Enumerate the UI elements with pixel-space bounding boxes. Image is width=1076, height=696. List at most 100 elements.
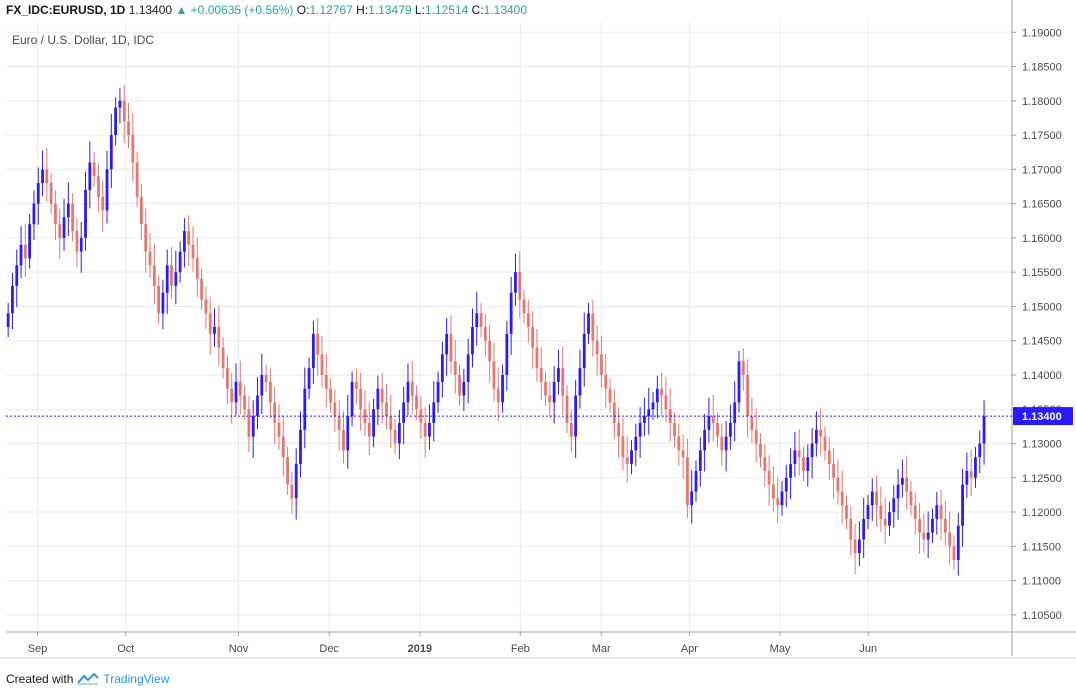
candle-body (483, 327, 487, 341)
candle-body (479, 313, 483, 327)
candle-body (535, 347, 539, 369)
candle-body (763, 457, 767, 471)
candle-body (144, 224, 148, 252)
candle-body (677, 436, 681, 451)
candle-body (664, 395, 668, 410)
candle-body (204, 299, 208, 314)
candle-body (888, 512, 891, 526)
candle-body (54, 203, 57, 225)
candle-body (746, 374, 749, 417)
candle-body (849, 518, 853, 540)
candle-body (140, 196, 143, 225)
candle-body (793, 450, 797, 465)
x-tick-label: Feb (511, 643, 530, 655)
candle-body (354, 381, 358, 389)
axes: 1.10500 1.11000 1.11500 1.12000 1.12500 1.130… (0, 0, 1076, 659)
candle-body (410, 381, 414, 396)
candle-body (453, 361, 457, 375)
y-tick-label: 1.15000 (1022, 301, 1062, 313)
candle-body (294, 464, 298, 499)
candle-body (187, 231, 191, 245)
candle-body (814, 429, 818, 444)
candle-body (75, 231, 79, 252)
candle-body (978, 443, 982, 458)
candle-body (372, 409, 375, 437)
candle-body (789, 464, 792, 478)
y-tick-label: 1.12000 (1022, 507, 1062, 519)
candle-body (557, 368, 560, 382)
candle-body (260, 374, 264, 396)
candle-body (900, 477, 904, 485)
high-label: H: (356, 3, 369, 17)
candle-body (226, 368, 229, 389)
candle-body (277, 422, 281, 437)
candle-body (135, 162, 139, 197)
low-value: 1.12514 (424, 3, 469, 17)
candle-body (324, 374, 328, 389)
candle-body (819, 429, 823, 437)
tradingview-logo-icon (77, 673, 100, 685)
candle-body (243, 395, 246, 410)
candle-body (896, 484, 900, 499)
tradingview-brand[interactable]: TradingView (103, 672, 170, 686)
candle-body (931, 518, 934, 533)
candle-body (148, 251, 152, 266)
grid-lines (6, 22, 1012, 632)
candle-body (58, 224, 62, 238)
candle-body (651, 402, 655, 410)
x-tick-label: Apr (681, 643, 698, 655)
candle-body (342, 429, 345, 451)
candle-body (436, 381, 440, 403)
candle-body (694, 470, 698, 492)
candle-body (475, 313, 479, 327)
candle-body (92, 162, 96, 177)
candle-body (810, 443, 814, 458)
candle-body (299, 429, 302, 465)
candle-body (15, 265, 19, 286)
x-tick-label: Oct (117, 643, 134, 655)
candle-body (797, 450, 801, 458)
candle-body (191, 244, 195, 259)
candle-body (449, 333, 453, 362)
y-tick-label: 1.16500 (1022, 199, 1062, 211)
symbol-label: FX_IDC:EURUSD, 1D (6, 3, 126, 17)
candle-body (303, 388, 307, 430)
x-tick-label: Sep (28, 643, 48, 655)
candle-body (926, 532, 930, 540)
candle-body (879, 505, 883, 519)
candle-body (170, 265, 173, 286)
candle-body (634, 436, 638, 451)
y-tick-label: 1.16000 (1022, 233, 1062, 245)
candle-body (767, 470, 771, 485)
candle-body (432, 402, 436, 423)
candle-body (178, 251, 182, 273)
candle-body (88, 162, 92, 190)
candle-body (918, 518, 921, 533)
candle-body (776, 498, 780, 506)
candle-body (376, 388, 380, 410)
y-tick-label: 1.14000 (1022, 370, 1062, 382)
candle-body (612, 402, 616, 423)
candle-body (109, 135, 113, 170)
candle-body (716, 422, 719, 437)
candle-body (625, 457, 629, 465)
x-tick-label: Nov (229, 643, 249, 655)
candle-body (466, 354, 470, 382)
candle-body (733, 402, 737, 423)
candle-body (686, 457, 689, 506)
candle-body (28, 224, 32, 259)
candle-body (655, 388, 659, 403)
candle-body (367, 422, 371, 437)
candle-body (45, 169, 49, 184)
candle-body (939, 505, 943, 519)
candle-body (518, 272, 522, 300)
candle-body (582, 333, 586, 369)
candle-body (505, 333, 509, 375)
open-label: O: (296, 3, 310, 17)
candle-body (514, 272, 517, 293)
y-tick-label: 1.14500 (1022, 336, 1062, 348)
candle-body (526, 313, 530, 327)
candle-body (445, 333, 449, 355)
candle-body (97, 176, 100, 197)
candle-body (617, 422, 621, 437)
